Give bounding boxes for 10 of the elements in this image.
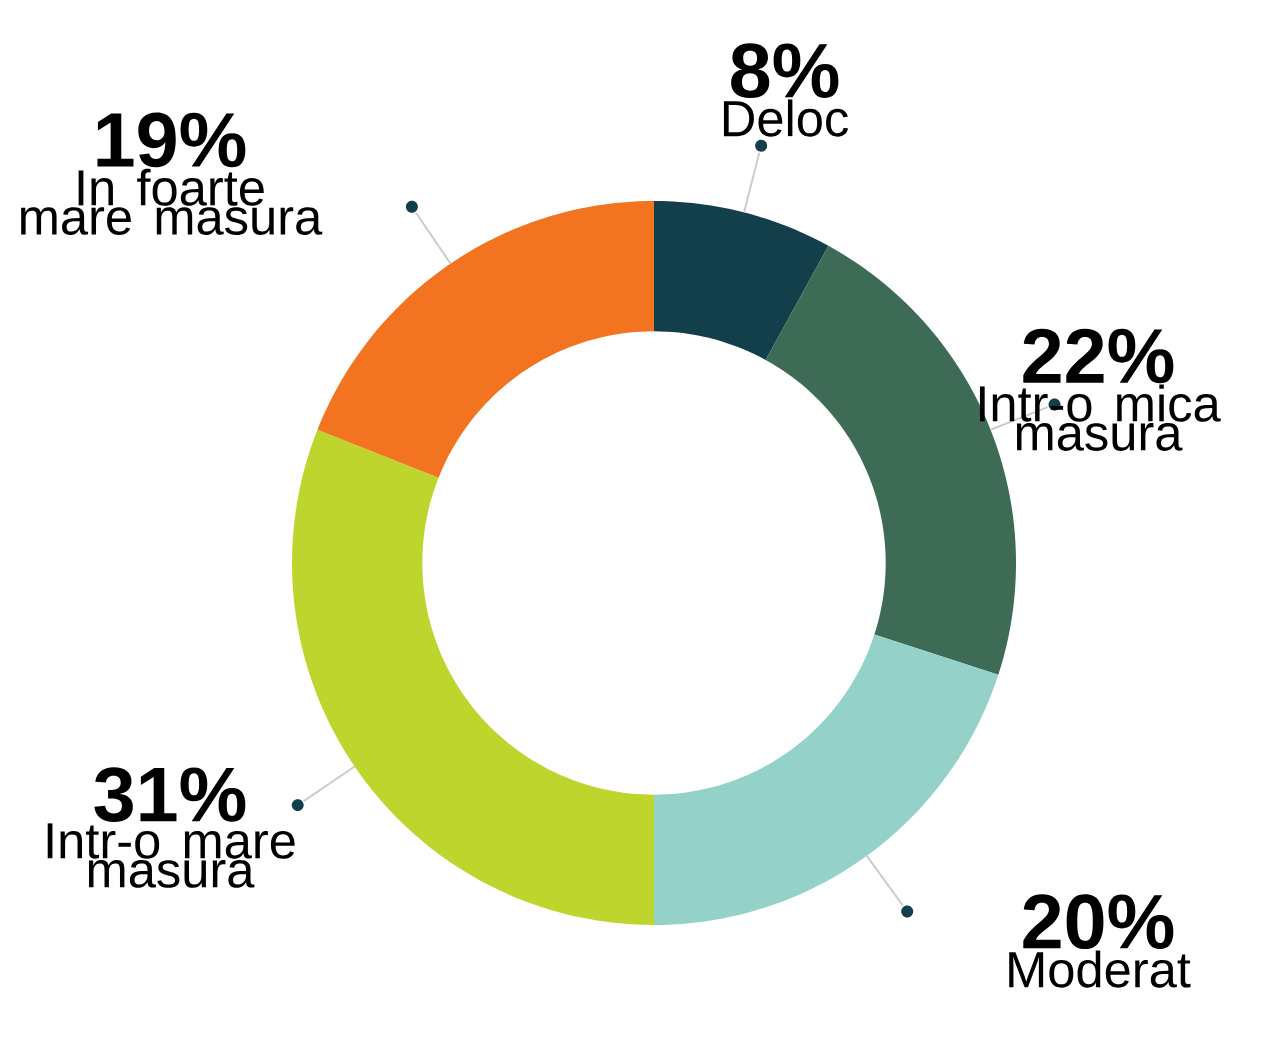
data-label: 19%	[97, 112, 246, 168]
slice-label: Intr-o mica masura	[979, 384, 1221, 451]
slice-label: Intr-o mare masura	[47, 823, 295, 888]
slice-label: In foarte mare masura	[21, 168, 323, 235]
data-label: 20%	[1023, 894, 1174, 950]
data-label: 31%	[94, 767, 246, 823]
data-label: 22%	[1023, 328, 1174, 384]
slice-label: Moderat	[1009, 950, 1191, 988]
data-label: 8%	[731, 43, 839, 99]
slice-label: Deloc	[723, 99, 848, 137]
